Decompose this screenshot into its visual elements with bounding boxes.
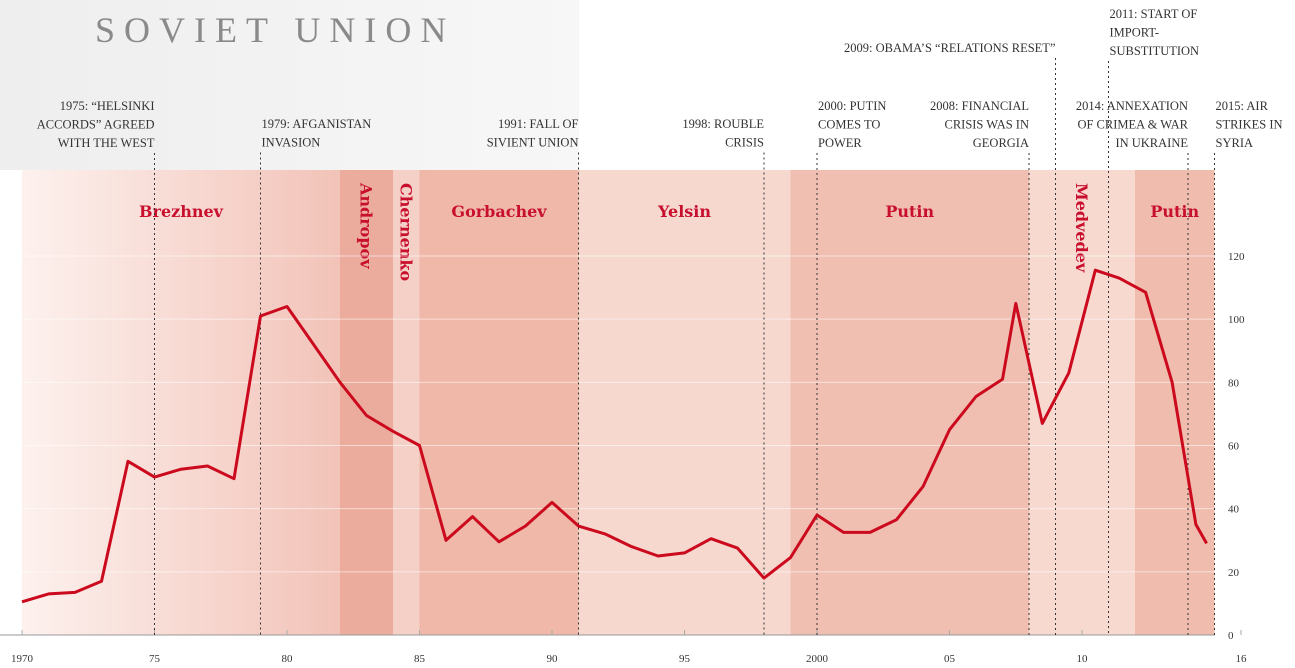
x-tick-label: 16 bbox=[1236, 653, 1248, 665]
annotation-text: POWER bbox=[818, 136, 862, 150]
annotation-text: 2009: OBAMA’S “RELATIONS RESET” bbox=[844, 41, 1055, 55]
annotation-text: 1991: FALL OF bbox=[498, 117, 579, 131]
x-tick-label: 10 bbox=[1077, 653, 1089, 665]
annotation-text: SYRIA bbox=[1216, 136, 1254, 150]
period-label: Chernenko bbox=[396, 183, 415, 282]
period-band bbox=[393, 170, 420, 635]
annotation-text: 2000: PUTIN bbox=[818, 99, 886, 113]
annotation-text: OF CRIMEA & WAR bbox=[1077, 118, 1188, 132]
y-tick-label: 120 bbox=[1228, 251, 1245, 263]
annotation-text: WITH THE WEST bbox=[58, 136, 155, 150]
period-label: Brezhnev bbox=[139, 202, 224, 221]
y-tick-label: 100 bbox=[1228, 314, 1245, 326]
annotation-text: 1998: ROUBLE bbox=[682, 117, 764, 131]
y-tick-label: 60 bbox=[1228, 441, 1240, 453]
period-band bbox=[578, 170, 791, 635]
period-label: Putin bbox=[1150, 202, 1199, 221]
x-tick-label: 05 bbox=[944, 653, 956, 665]
annotation-text: 2014: ANNEXATION bbox=[1076, 99, 1188, 113]
y-tick-label: 0 bbox=[1228, 630, 1234, 642]
annotation-text: COMES TO bbox=[818, 118, 880, 132]
x-tick-label: 1970 bbox=[11, 653, 34, 665]
x-tick-label: 2000 bbox=[806, 653, 829, 665]
y-tick-label: 40 bbox=[1228, 504, 1240, 516]
annotation-text: STRIKES IN bbox=[1216, 118, 1283, 132]
annotation-text: 2011: START OF bbox=[1110, 7, 1198, 21]
period-label: Putin bbox=[885, 202, 934, 221]
y-tick-label: 20 bbox=[1228, 567, 1240, 579]
y-tick-label: 80 bbox=[1228, 377, 1240, 389]
annotation-text: 2015: AIR bbox=[1216, 99, 1269, 113]
annotation-text: INVASION bbox=[262, 136, 321, 150]
period-label: Medvedev bbox=[1072, 183, 1091, 273]
series-line bbox=[21, 268, 1208, 604]
annotation-text: SIVIENT UNION bbox=[487, 136, 579, 150]
annotation-text: ACCORDS” AGREED bbox=[37, 118, 155, 132]
period-band bbox=[1029, 170, 1135, 635]
annotation-text: IMPORT- bbox=[1110, 26, 1160, 40]
soviet-box bbox=[0, 0, 579, 170]
annotation-text: 1979: AFGANISTAN bbox=[262, 117, 372, 131]
chart-title: SOVIET UNION bbox=[95, 10, 455, 50]
period-band bbox=[790, 170, 1029, 635]
period-band bbox=[340, 170, 393, 635]
period-label: Yelsin bbox=[657, 202, 711, 221]
annotation-text: GEORGIA bbox=[973, 136, 1029, 150]
x-tick-label: 80 bbox=[282, 653, 294, 665]
annotation-text: SUBSTITUTION bbox=[1110, 44, 1200, 58]
annotation-text: 2008: FINANCIAL bbox=[930, 99, 1029, 113]
annotation-text: CRISIS WAS IN bbox=[944, 118, 1029, 132]
period-band bbox=[419, 170, 579, 635]
period-band bbox=[22, 170, 340, 635]
x-tick-label: 75 bbox=[149, 653, 161, 665]
x-tick-label: 90 bbox=[547, 653, 559, 665]
period-label: Andropov bbox=[357, 182, 376, 269]
annotation-text: IN UKRAINE bbox=[1115, 136, 1188, 150]
x-tick-label: 95 bbox=[679, 653, 691, 665]
annotation-text: 1975: “HELSINKI bbox=[60, 99, 155, 113]
x-tick-label: 85 bbox=[414, 653, 426, 665]
period-label: Gorbachev bbox=[451, 202, 547, 221]
annotation-text: CRISIS bbox=[725, 136, 764, 150]
